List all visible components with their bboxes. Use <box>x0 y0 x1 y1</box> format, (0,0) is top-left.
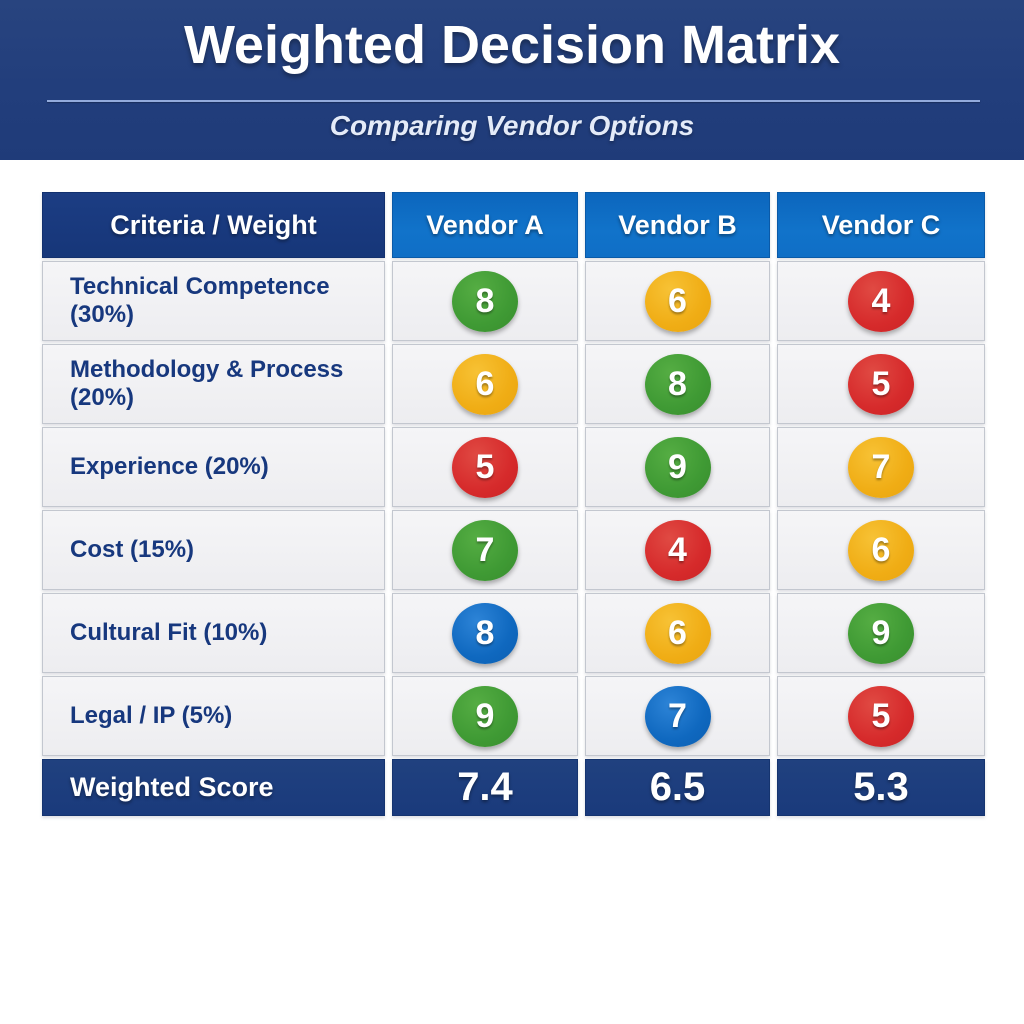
score-cell-legal-vendor-b: 7 <box>585 676 770 756</box>
score-badge: 6 <box>848 519 914 581</box>
page-subtitle: Comparing Vendor Options <box>329 110 695 141</box>
score-cell-legal-vendor-c: 5 <box>777 676 985 756</box>
score-cell-experience-vendor-b: 9 <box>585 427 770 507</box>
score-cell-technical-vendor-a: 8 <box>392 261 578 341</box>
criteria-label-experience: Experience (20%) <box>42 427 385 507</box>
score-cell-methodology-vendor-b: 8 <box>585 344 770 424</box>
score-badge: 7 <box>644 685 711 747</box>
column-header-criteria: Criteria / Weight <box>42 192 385 258</box>
score-cell-methodology-vendor-c: 5 <box>777 344 985 424</box>
score-badge: 5 <box>848 685 914 747</box>
score-badge: 8 <box>452 270 518 332</box>
score-cell-experience-vendor-a: 5 <box>392 427 578 507</box>
column-header-vendor-a: Vendor A <box>392 192 578 258</box>
score-cell-methodology-vendor-a: 6 <box>392 344 578 424</box>
score-badge: 4 <box>644 519 711 581</box>
criteria-label-methodology-process: Methodology & Process (20%) <box>42 344 385 424</box>
score-badge: 8 <box>452 602 518 664</box>
score-badge: 6 <box>644 602 711 664</box>
weighted-score-vendor-a: 7.4 <box>392 759 578 816</box>
title-divider <box>47 100 980 102</box>
score-cell-cultural-vendor-a: 8 <box>392 593 578 673</box>
column-header-vendor-b: Vendor B <box>585 192 770 258</box>
criteria-label-technical-competence: Technical Competence (30%) <box>42 261 385 341</box>
header-banner: Weighted Decision Matrix Comparing Vendo… <box>0 0 1024 160</box>
weighted-score-vendor-c: 5.3 <box>777 759 985 816</box>
score-badge: 6 <box>452 353 518 415</box>
weighted-score-label: Weighted Score <box>42 759 385 816</box>
score-badge: 9 <box>848 602 914 664</box>
score-cell-legal-vendor-a: 9 <box>392 676 578 756</box>
score-cell-cost-vendor-a: 7 <box>392 510 578 590</box>
page-title: Weighted Decision Matrix <box>183 15 841 75</box>
score-cell-cultural-vendor-c: 9 <box>777 593 985 673</box>
score-badge: 7 <box>452 519 518 581</box>
decision-matrix-table: Criteria / Weight Vendor A Vendor B Vend… <box>42 192 985 816</box>
score-cell-cultural-vendor-b: 6 <box>585 593 770 673</box>
column-header-vendor-c: Vendor C <box>777 192 985 258</box>
score-badge: 9 <box>452 685 518 747</box>
score-badge: 8 <box>644 353 711 415</box>
score-cell-cost-vendor-b: 4 <box>585 510 770 590</box>
score-badge: 6 <box>644 270 711 332</box>
score-badge: 4 <box>848 270 914 332</box>
score-cell-technical-vendor-b: 6 <box>585 261 770 341</box>
score-badge: 9 <box>644 436 711 498</box>
score-cell-experience-vendor-c: 7 <box>777 427 985 507</box>
score-badge: 5 <box>452 436 518 498</box>
weighted-score-vendor-b: 6.5 <box>585 759 770 816</box>
score-badge: 5 <box>848 353 914 415</box>
score-cell-cost-vendor-c: 6 <box>777 510 985 590</box>
criteria-label-cost: Cost (15%) <box>42 510 385 590</box>
score-cell-technical-vendor-c: 4 <box>777 261 985 341</box>
criteria-label-cultural-fit: Cultural Fit (10%) <box>42 593 385 673</box>
criteria-label-legal-ip: Legal / IP (5%) <box>42 676 385 756</box>
score-badge: 7 <box>848 436 914 498</box>
